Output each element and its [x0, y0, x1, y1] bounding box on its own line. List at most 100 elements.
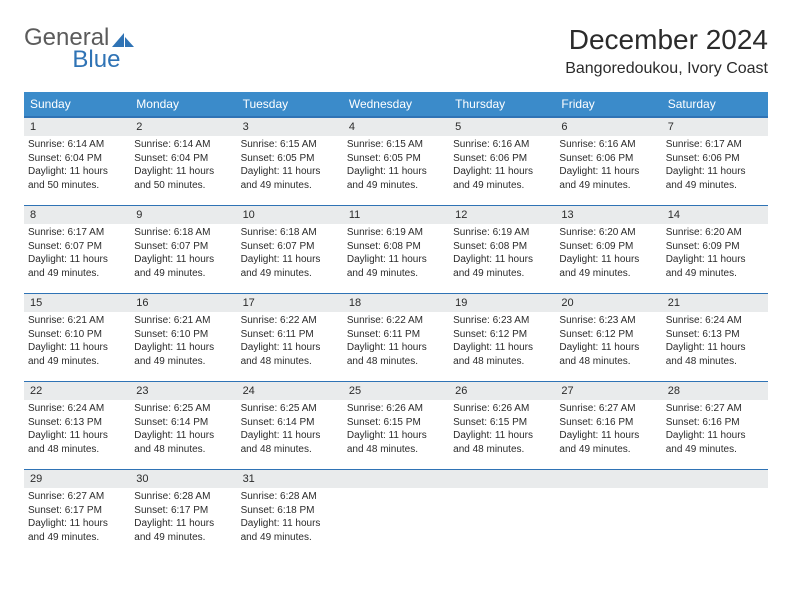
header: General Blue December 2024 Bangoredoukou… [24, 24, 768, 78]
day-cell: 26Sunrise: 6:26 AMSunset: 6:15 PMDayligh… [449, 381, 555, 469]
dow-header: Saturday [662, 92, 768, 117]
day-body: Sunrise: 6:14 AMSunset: 6:04 PMDaylight:… [130, 136, 236, 198]
day-body: Sunrise: 6:18 AMSunset: 6:07 PMDaylight:… [130, 224, 236, 286]
calendar-grid: SundayMondayTuesdayWednesdayThursdayFrid… [24, 92, 768, 557]
day-cell: 6Sunrise: 6:16 AMSunset: 6:06 PMDaylight… [555, 117, 661, 205]
day-body: Sunrise: 6:20 AMSunset: 6:09 PMDaylight:… [662, 224, 768, 286]
dow-header: Thursday [449, 92, 555, 117]
day-number: 22 [24, 382, 130, 400]
day-body: Sunrise: 6:14 AMSunset: 6:04 PMDaylight:… [24, 136, 130, 198]
day-number: 16 [130, 294, 236, 312]
day-body: Sunrise: 6:24 AMSunset: 6:13 PMDaylight:… [24, 400, 130, 462]
day-body: Sunrise: 6:25 AMSunset: 6:14 PMDaylight:… [130, 400, 236, 462]
day-cell: 2Sunrise: 6:14 AMSunset: 6:04 PMDaylight… [130, 117, 236, 205]
day-number: 25 [343, 382, 449, 400]
day-body: Sunrise: 6:17 AMSunset: 6:07 PMDaylight:… [24, 224, 130, 286]
day-body: Sunrise: 6:18 AMSunset: 6:07 PMDaylight:… [237, 224, 343, 286]
day-cell: 7Sunrise: 6:17 AMSunset: 6:06 PMDaylight… [662, 117, 768, 205]
day-body: Sunrise: 6:19 AMSunset: 6:08 PMDaylight:… [343, 224, 449, 286]
title-block: December 2024 Bangoredoukou, Ivory Coast [565, 24, 768, 78]
day-cell: 19Sunrise: 6:23 AMSunset: 6:12 PMDayligh… [449, 293, 555, 381]
day-cell: 31Sunrise: 6:28 AMSunset: 6:18 PMDayligh… [237, 469, 343, 557]
day-number: 2 [130, 118, 236, 136]
day-cell: 27Sunrise: 6:27 AMSunset: 6:16 PMDayligh… [555, 381, 661, 469]
empty-cell [449, 469, 555, 557]
day-body: Sunrise: 6:23 AMSunset: 6:12 PMDaylight:… [449, 312, 555, 374]
day-body: Sunrise: 6:17 AMSunset: 6:06 PMDaylight:… [662, 136, 768, 198]
day-number: 7 [662, 118, 768, 136]
day-cell: 16Sunrise: 6:21 AMSunset: 6:10 PMDayligh… [130, 293, 236, 381]
dow-header: Tuesday [237, 92, 343, 117]
day-cell: 21Sunrise: 6:24 AMSunset: 6:13 PMDayligh… [662, 293, 768, 381]
day-body: Sunrise: 6:27 AMSunset: 6:16 PMDaylight:… [555, 400, 661, 462]
day-body: Sunrise: 6:16 AMSunset: 6:06 PMDaylight:… [449, 136, 555, 198]
dow-header: Sunday [24, 92, 130, 117]
day-cell: 11Sunrise: 6:19 AMSunset: 6:08 PMDayligh… [343, 205, 449, 293]
day-body: Sunrise: 6:27 AMSunset: 6:16 PMDaylight:… [662, 400, 768, 462]
day-number: 26 [449, 382, 555, 400]
day-number: 29 [24, 470, 130, 488]
empty-cell [343, 469, 449, 557]
day-number: 10 [237, 206, 343, 224]
day-body: Sunrise: 6:16 AMSunset: 6:06 PMDaylight:… [555, 136, 661, 198]
day-body: Sunrise: 6:15 AMSunset: 6:05 PMDaylight:… [237, 136, 343, 198]
day-number: 30 [130, 470, 236, 488]
day-number: 1 [24, 118, 130, 136]
day-cell: 29Sunrise: 6:27 AMSunset: 6:17 PMDayligh… [24, 469, 130, 557]
day-body: Sunrise: 6:26 AMSunset: 6:15 PMDaylight:… [343, 400, 449, 462]
day-cell: 30Sunrise: 6:28 AMSunset: 6:17 PMDayligh… [130, 469, 236, 557]
day-cell: 8Sunrise: 6:17 AMSunset: 6:07 PMDaylight… [24, 205, 130, 293]
day-number: 5 [449, 118, 555, 136]
day-number: 8 [24, 206, 130, 224]
day-cell: 14Sunrise: 6:20 AMSunset: 6:09 PMDayligh… [662, 205, 768, 293]
day-number: 15 [24, 294, 130, 312]
day-number: 20 [555, 294, 661, 312]
day-body: Sunrise: 6:20 AMSunset: 6:09 PMDaylight:… [555, 224, 661, 286]
empty-cell [555, 469, 661, 557]
day-number: 6 [555, 118, 661, 136]
day-cell: 4Sunrise: 6:15 AMSunset: 6:05 PMDaylight… [343, 117, 449, 205]
day-number: 19 [449, 294, 555, 312]
day-body: Sunrise: 6:22 AMSunset: 6:11 PMDaylight:… [343, 312, 449, 374]
day-number: 23 [130, 382, 236, 400]
day-cell: 5Sunrise: 6:16 AMSunset: 6:06 PMDaylight… [449, 117, 555, 205]
day-body: Sunrise: 6:21 AMSunset: 6:10 PMDaylight:… [130, 312, 236, 374]
day-number: 9 [130, 206, 236, 224]
day-cell: 10Sunrise: 6:18 AMSunset: 6:07 PMDayligh… [237, 205, 343, 293]
day-cell: 25Sunrise: 6:26 AMSunset: 6:15 PMDayligh… [343, 381, 449, 469]
day-number: 11 [343, 206, 449, 224]
day-number: 31 [237, 470, 343, 488]
day-cell: 28Sunrise: 6:27 AMSunset: 6:16 PMDayligh… [662, 381, 768, 469]
day-number: 13 [555, 206, 661, 224]
day-cell: 9Sunrise: 6:18 AMSunset: 6:07 PMDaylight… [130, 205, 236, 293]
day-body: Sunrise: 6:24 AMSunset: 6:13 PMDaylight:… [662, 312, 768, 374]
day-body: Sunrise: 6:22 AMSunset: 6:11 PMDaylight:… [237, 312, 343, 374]
day-body: Sunrise: 6:19 AMSunset: 6:08 PMDaylight:… [449, 224, 555, 286]
day-cell: 18Sunrise: 6:22 AMSunset: 6:11 PMDayligh… [343, 293, 449, 381]
day-cell: 15Sunrise: 6:21 AMSunset: 6:10 PMDayligh… [24, 293, 130, 381]
day-body: Sunrise: 6:26 AMSunset: 6:15 PMDaylight:… [449, 400, 555, 462]
logo: General Blue [24, 24, 162, 52]
day-number: 24 [237, 382, 343, 400]
day-cell: 3Sunrise: 6:15 AMSunset: 6:05 PMDaylight… [237, 117, 343, 205]
day-cell: 1Sunrise: 6:14 AMSunset: 6:04 PMDaylight… [24, 117, 130, 205]
day-body: Sunrise: 6:15 AMSunset: 6:05 PMDaylight:… [343, 136, 449, 198]
day-number: 14 [662, 206, 768, 224]
day-cell: 22Sunrise: 6:24 AMSunset: 6:13 PMDayligh… [24, 381, 130, 469]
day-number: 28 [662, 382, 768, 400]
day-body: Sunrise: 6:27 AMSunset: 6:17 PMDaylight:… [24, 488, 130, 550]
day-number: 21 [662, 294, 768, 312]
dow-header: Friday [555, 92, 661, 117]
day-body: Sunrise: 6:25 AMSunset: 6:14 PMDaylight:… [237, 400, 343, 462]
day-cell: 24Sunrise: 6:25 AMSunset: 6:14 PMDayligh… [237, 381, 343, 469]
day-cell: 13Sunrise: 6:20 AMSunset: 6:09 PMDayligh… [555, 205, 661, 293]
day-cell: 17Sunrise: 6:22 AMSunset: 6:11 PMDayligh… [237, 293, 343, 381]
day-body: Sunrise: 6:23 AMSunset: 6:12 PMDaylight:… [555, 312, 661, 374]
dow-header: Wednesday [343, 92, 449, 117]
month-title: December 2024 [565, 24, 768, 56]
day-number: 12 [449, 206, 555, 224]
empty-cell [662, 469, 768, 557]
day-number: 4 [343, 118, 449, 136]
day-cell: 23Sunrise: 6:25 AMSunset: 6:14 PMDayligh… [130, 381, 236, 469]
location: Bangoredoukou, Ivory Coast [565, 60, 768, 78]
